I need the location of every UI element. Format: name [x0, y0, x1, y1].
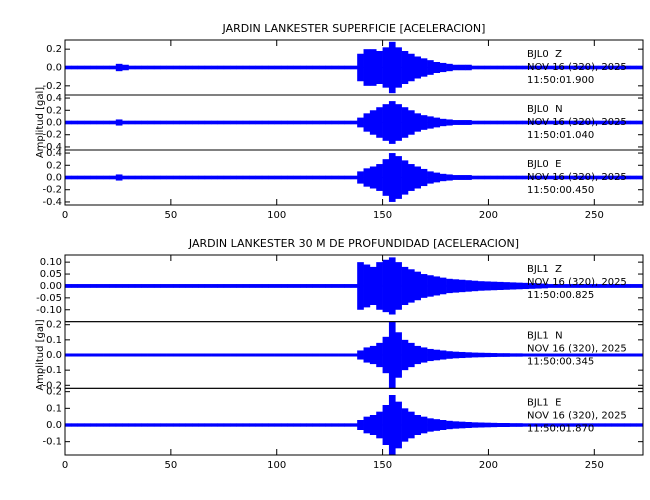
y-axis-label: Amplitud [gal] — [35, 87, 46, 158]
station-label: BJL0 N — [527, 104, 563, 115]
y-tick-label: -0.2 — [42, 380, 62, 391]
x-tick-label: 50 — [164, 210, 177, 221]
y-tick-label: -0.4 — [42, 142, 62, 153]
y-tick-label: 0.0 — [46, 63, 62, 74]
y-tick-label: -0.2 — [42, 185, 62, 196]
station-label: BJL1 N — [527, 331, 563, 342]
y-tick-label: -0.2 — [42, 130, 62, 141]
y-tick-label: 0.2 — [46, 105, 62, 116]
x-tick-label: 150 — [373, 210, 392, 221]
y-tick-label: 0.05 — [40, 269, 62, 280]
y-tick-label: -0.05 — [36, 293, 62, 304]
chart-title: JARDIN LANKESTER 30 M DE PROFUNDIDAD [AC… — [188, 237, 519, 250]
y-axis-label: Amplitud [gal] — [35, 319, 46, 390]
date-label: NOV 16 (320), 2025 — [527, 410, 627, 421]
y-tick-label: 0.10 — [40, 257, 62, 268]
date-label: NOV 16 (320), 2025 — [527, 117, 627, 128]
x-tick-label: 0 — [62, 210, 68, 221]
y-tick-label: 0.2 — [46, 160, 62, 171]
x-tick-label: 0 — [62, 460, 68, 471]
date-label: NOV 16 (320), 2025 — [527, 172, 627, 183]
time-label: 11:50:01.040 — [527, 130, 594, 141]
time-label: 11:50:01.900 — [527, 75, 594, 86]
y-tick-label: -0.10 — [36, 305, 62, 316]
y-tick-label: 0.0 — [46, 420, 62, 431]
time-label: 11:50:00.450 — [527, 185, 594, 196]
y-tick-label: 0.00 — [40, 281, 62, 292]
panel-frame — [64, 387, 644, 456]
date-label: NOV 16 (320), 2025 — [527, 277, 627, 288]
x-tick-label: 200 — [479, 210, 498, 221]
x-tick-label: 250 — [585, 460, 604, 471]
y-tick-label: 0.4 — [46, 93, 62, 104]
y-tick-label: 0.0 — [46, 118, 62, 129]
y-tick-label: 0.2 — [46, 387, 62, 398]
y-tick-label: -0.1 — [42, 365, 62, 376]
y-tick-label: -0.2 — [42, 81, 62, 92]
time-label: 11:50:00.825 — [527, 290, 594, 301]
y-tick-label: 0.0 — [46, 350, 62, 361]
time-label: 11:50:00.345 — [527, 357, 594, 368]
y-tick-label: 0.2 — [46, 320, 62, 331]
y-tick-label: 0.4 — [46, 148, 62, 159]
station-label: BJL1 E — [527, 397, 561, 408]
station-label: BJL0 Z — [527, 49, 562, 60]
station-label: BJL1 Z — [527, 264, 562, 275]
y-tick-label: 0.2 — [46, 44, 62, 55]
y-tick-label: 0.1 — [46, 403, 62, 414]
time-label: 11:50:01.870 — [527, 423, 594, 434]
chart-title: JARDIN LANKESTER SUPERFICIE [ACELERACION… — [222, 22, 486, 35]
date-label: NOV 16 (320), 2025 — [527, 62, 627, 73]
x-tick-label: 200 — [479, 460, 498, 471]
y-tick-label: 0.1 — [46, 335, 62, 346]
y-tick-label: -0.1 — [42, 437, 62, 448]
x-tick-label: 100 — [267, 460, 286, 471]
station-label: BJL0 E — [527, 159, 561, 170]
y-tick-label: 0.0 — [46, 173, 62, 184]
x-tick-label: 100 — [267, 210, 286, 221]
y-tick-label: -0.4 — [42, 197, 62, 208]
x-tick-label: 150 — [373, 460, 392, 471]
x-tick-label: 250 — [585, 210, 604, 221]
x-tick-label: 50 — [164, 460, 177, 471]
date-label: NOV 16 (320), 2025 — [527, 344, 627, 355]
panel-frame — [64, 149, 644, 206]
